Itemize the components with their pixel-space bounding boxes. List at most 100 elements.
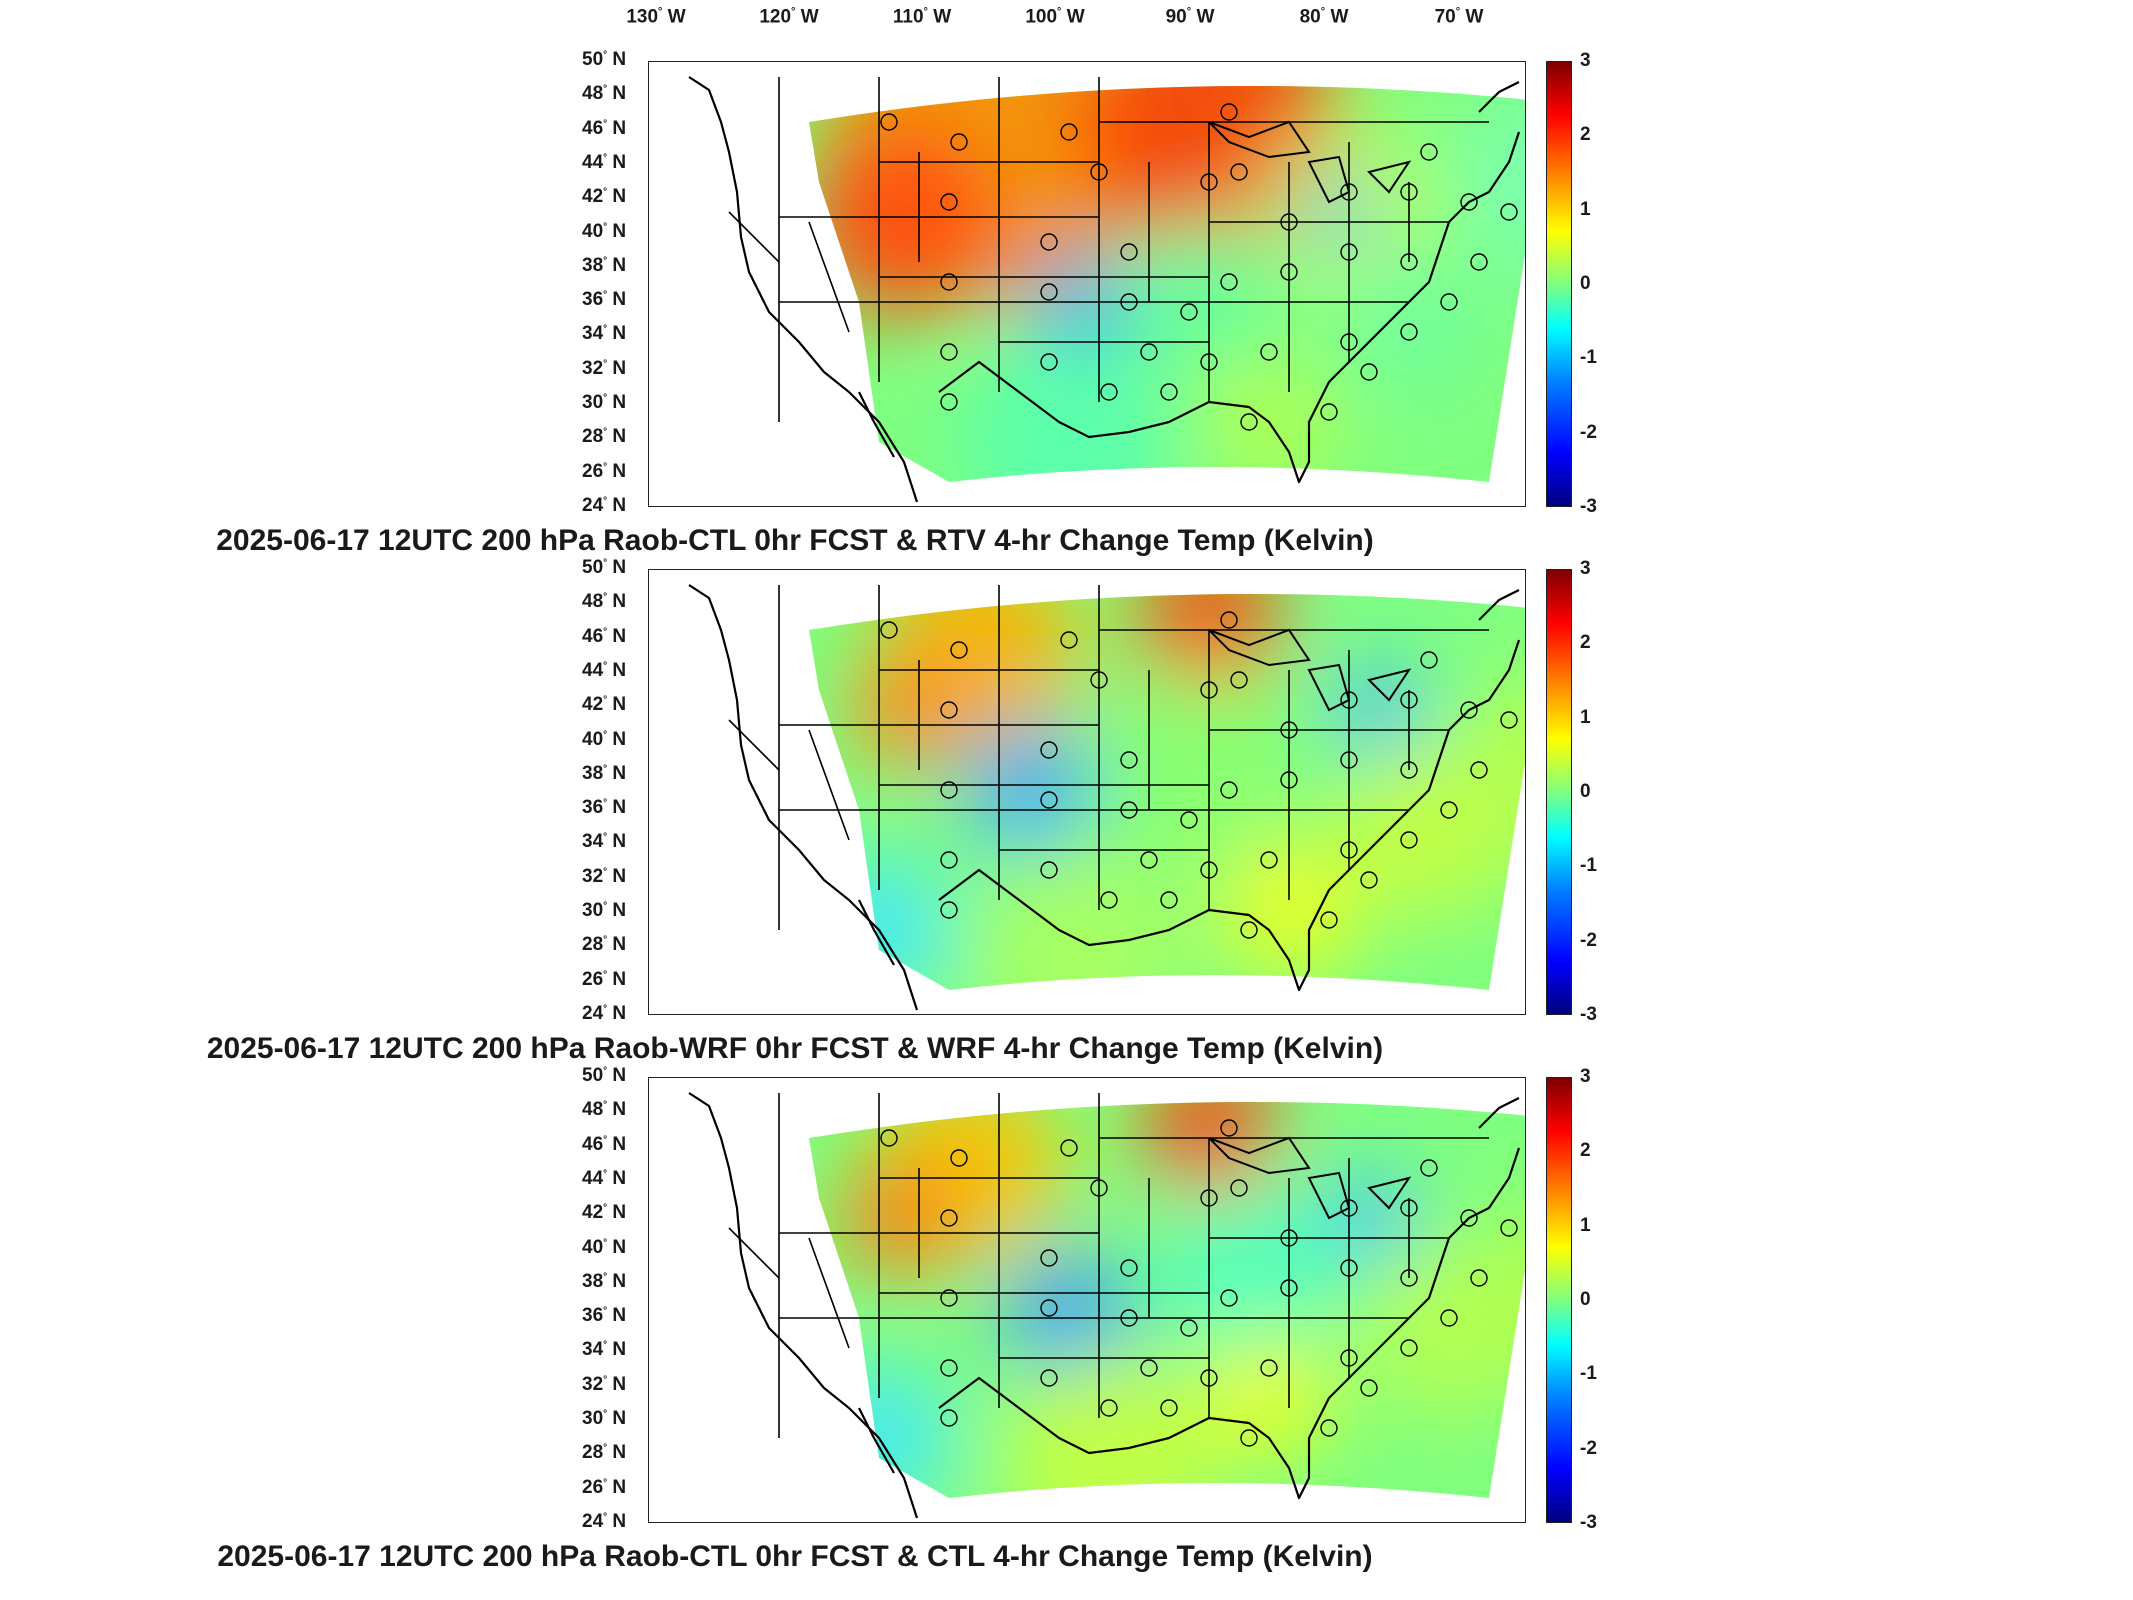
station-marker [1400, 831, 1418, 849]
station-marker [940, 1209, 958, 1227]
station-marker [1040, 791, 1058, 809]
lat-label: 28° N [582, 934, 627, 956]
lat-label: 28° N [582, 1442, 627, 1464]
station-marker [940, 1359, 958, 1377]
map-panel-rtv: 2025-06-17 12UTC 200 hPa Raob-CTL 0hr FC… [0, 49, 2133, 568]
colorbar-tick: 3 [1580, 50, 1591, 71]
station-marker [1400, 1339, 1418, 1357]
station-marker [1220, 611, 1238, 629]
colorbar-tick: -2 [1580, 1437, 1597, 1459]
station-marker [880, 113, 898, 131]
station-marker [1120, 1309, 1138, 1327]
temperature-field [809, 594, 1525, 990]
station-marker [1160, 1399, 1178, 1417]
colorbar-tick: 1 [1580, 706, 1591, 728]
lat-label: 26° N [582, 1476, 627, 1498]
station-marker [1320, 1419, 1338, 1437]
colorbar-tick: 0 [1580, 273, 1591, 294]
station-marker [1120, 751, 1138, 769]
station-marker [1260, 343, 1278, 361]
colorbar-tick: -2 [1580, 929, 1597, 951]
station-marker [1340, 333, 1358, 351]
station-marker [1280, 1279, 1298, 1297]
station-marker [1400, 761, 1418, 779]
lat-label: 34° N [582, 323, 627, 345]
coastline [858, 1407, 895, 1474]
station-marker [1500, 203, 1518, 221]
lon-label: 80° W [1299, 6, 1349, 28]
colorbar-tick: 3 [1580, 1066, 1591, 1087]
station-marker [1140, 343, 1158, 361]
colorbar-tick: -1 [1580, 855, 1597, 877]
station-marker [940, 193, 958, 211]
lat-label: 48° N [582, 1099, 627, 1121]
station-marker [1200, 861, 1218, 879]
lat-label: 38° N [582, 762, 627, 784]
station-marker [1470, 1269, 1488, 1287]
station-marker [940, 851, 958, 869]
station-marker [1100, 1399, 1118, 1417]
station-marker [940, 1409, 958, 1427]
station-marker [1120, 1259, 1138, 1277]
lat-label: 42° N [582, 694, 627, 716]
station-marker [1160, 383, 1178, 401]
station-marker [1440, 801, 1458, 819]
station-marker [1320, 911, 1338, 929]
station-marker [1400, 183, 1418, 201]
lat-label: 24° N [582, 1511, 627, 1532]
colorbar-tick: -1 [1580, 1363, 1597, 1385]
coastline [1478, 1097, 1520, 1129]
state-border [808, 729, 850, 841]
station-marker [1230, 671, 1248, 689]
station-marker [940, 901, 958, 919]
station-marker [1460, 1209, 1478, 1227]
station-marker [940, 343, 958, 361]
station-marker [1220, 781, 1238, 799]
station-marker [1240, 921, 1258, 939]
station-marker [1040, 1369, 1058, 1387]
map-svg [688, 1092, 1525, 1519]
station-marker [1220, 103, 1238, 121]
station-marker [1100, 891, 1118, 909]
lat-label: 34° N [582, 831, 627, 853]
station-marker [1320, 403, 1338, 421]
lon-label: 70° W [1434, 6, 1484, 28]
station-marker [950, 1149, 968, 1167]
temperature-field [809, 1102, 1525, 1498]
station-marker [1280, 771, 1298, 789]
state-border [728, 211, 780, 263]
lat-label: 26° N [582, 460, 627, 482]
colorbar-tick: -3 [1580, 1512, 1597, 1533]
station-marker [1180, 1319, 1198, 1337]
station-marker [1220, 1289, 1238, 1307]
station-marker [1420, 143, 1438, 161]
station-marker [1200, 353, 1218, 371]
station-marker [1500, 711, 1518, 729]
station-marker [1440, 1309, 1458, 1327]
lat-label: 40° N [582, 728, 627, 750]
station-marker [1460, 193, 1478, 211]
station-marker [1260, 1359, 1278, 1377]
lat-label: 36° N [582, 797, 627, 819]
station-marker [1180, 303, 1198, 321]
station-marker [1220, 273, 1238, 291]
lat-label: 44° N [582, 151, 627, 173]
station-marker [1090, 1179, 1108, 1197]
coastline [688, 76, 919, 503]
lat-label: 36° N [582, 1305, 627, 1327]
lon-label: 130° W [626, 6, 686, 28]
station-marker [1040, 1299, 1058, 1317]
station-marker [1160, 891, 1178, 909]
station-marker [1340, 1199, 1358, 1217]
coastline [858, 899, 895, 966]
station-marker [1400, 323, 1418, 341]
lat-label: 30° N [582, 900, 627, 922]
colorbar-tick: 3 [1580, 558, 1591, 579]
station-marker [1340, 243, 1358, 261]
lat-label: 48° N [582, 591, 627, 613]
lat-label: 34° N [582, 1339, 627, 1361]
coastline [1478, 589, 1520, 621]
colorbar [1546, 1077, 1572, 1523]
station-marker [1470, 253, 1488, 271]
map-panel-wrf: 2025-06-17 12UTC 200 hPa Raob-WRF 0hr FC… [0, 557, 2133, 1076]
